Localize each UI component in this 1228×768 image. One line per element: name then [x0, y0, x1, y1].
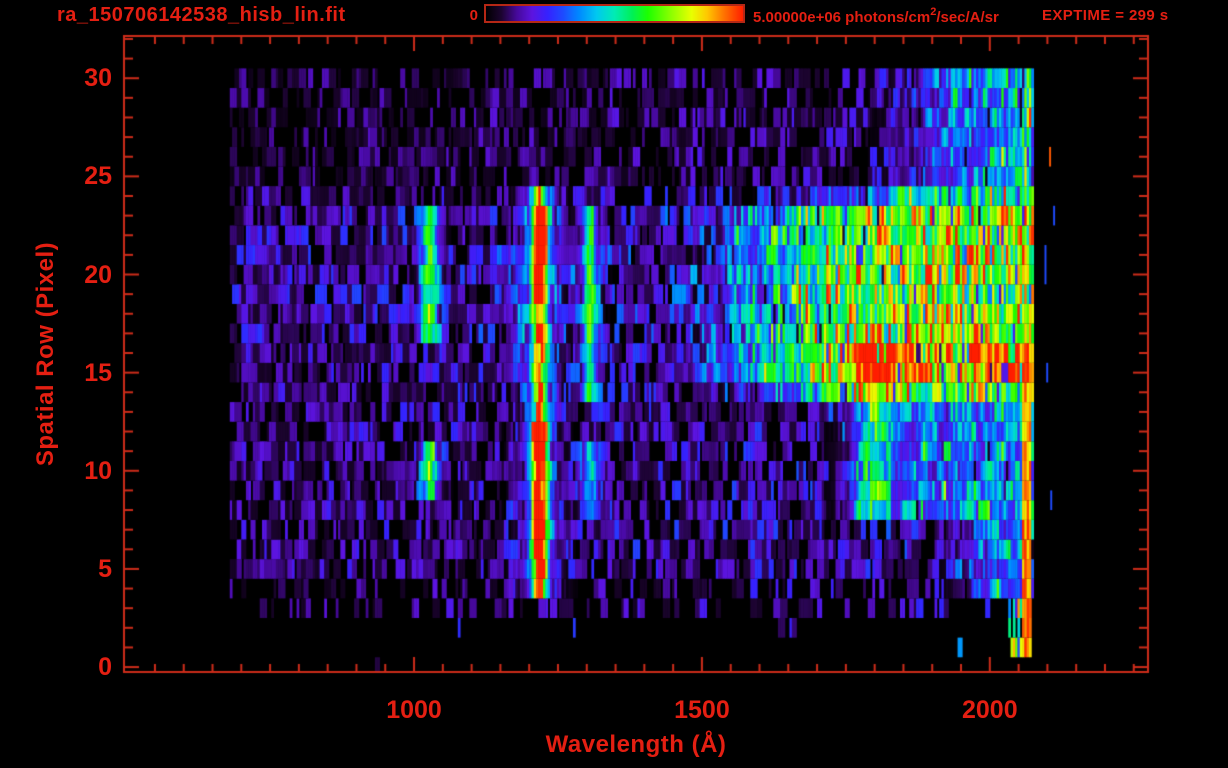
file-title: ra_150706142538_hisb_lin.fit	[57, 4, 346, 26]
colorbar-gradient	[484, 4, 745, 23]
x-axis-title: Wavelength (Å)	[545, 731, 727, 758]
x-tick-label: 1500	[674, 696, 730, 724]
y-tick-label: 30	[84, 64, 112, 93]
y-tick-label: 15	[84, 358, 112, 387]
y-tick-label: 0	[98, 653, 112, 682]
colorbar-max-superscript: 2	[930, 6, 937, 18]
colorbar-max-text: 5.00000e+06 photons/cm	[753, 9, 931, 26]
y-tick-label: 20	[84, 260, 112, 289]
colorbar-max-units: /sec/A/sr	[936, 9, 999, 26]
y-tick-label: 10	[84, 456, 112, 485]
exptime-label: EXPTIME = 299 s	[1042, 7, 1169, 24]
y-tick-label: 25	[84, 162, 112, 191]
colorbar-min-label: 0	[469, 7, 478, 24]
x-tick-label: 2000	[962, 696, 1018, 724]
colorbar-max-label: 5.00000e+06 photons/cm2/sec/A/sr	[753, 6, 999, 26]
x-tick-label: 1000	[386, 696, 442, 724]
y-tick-label: 5	[98, 554, 112, 583]
